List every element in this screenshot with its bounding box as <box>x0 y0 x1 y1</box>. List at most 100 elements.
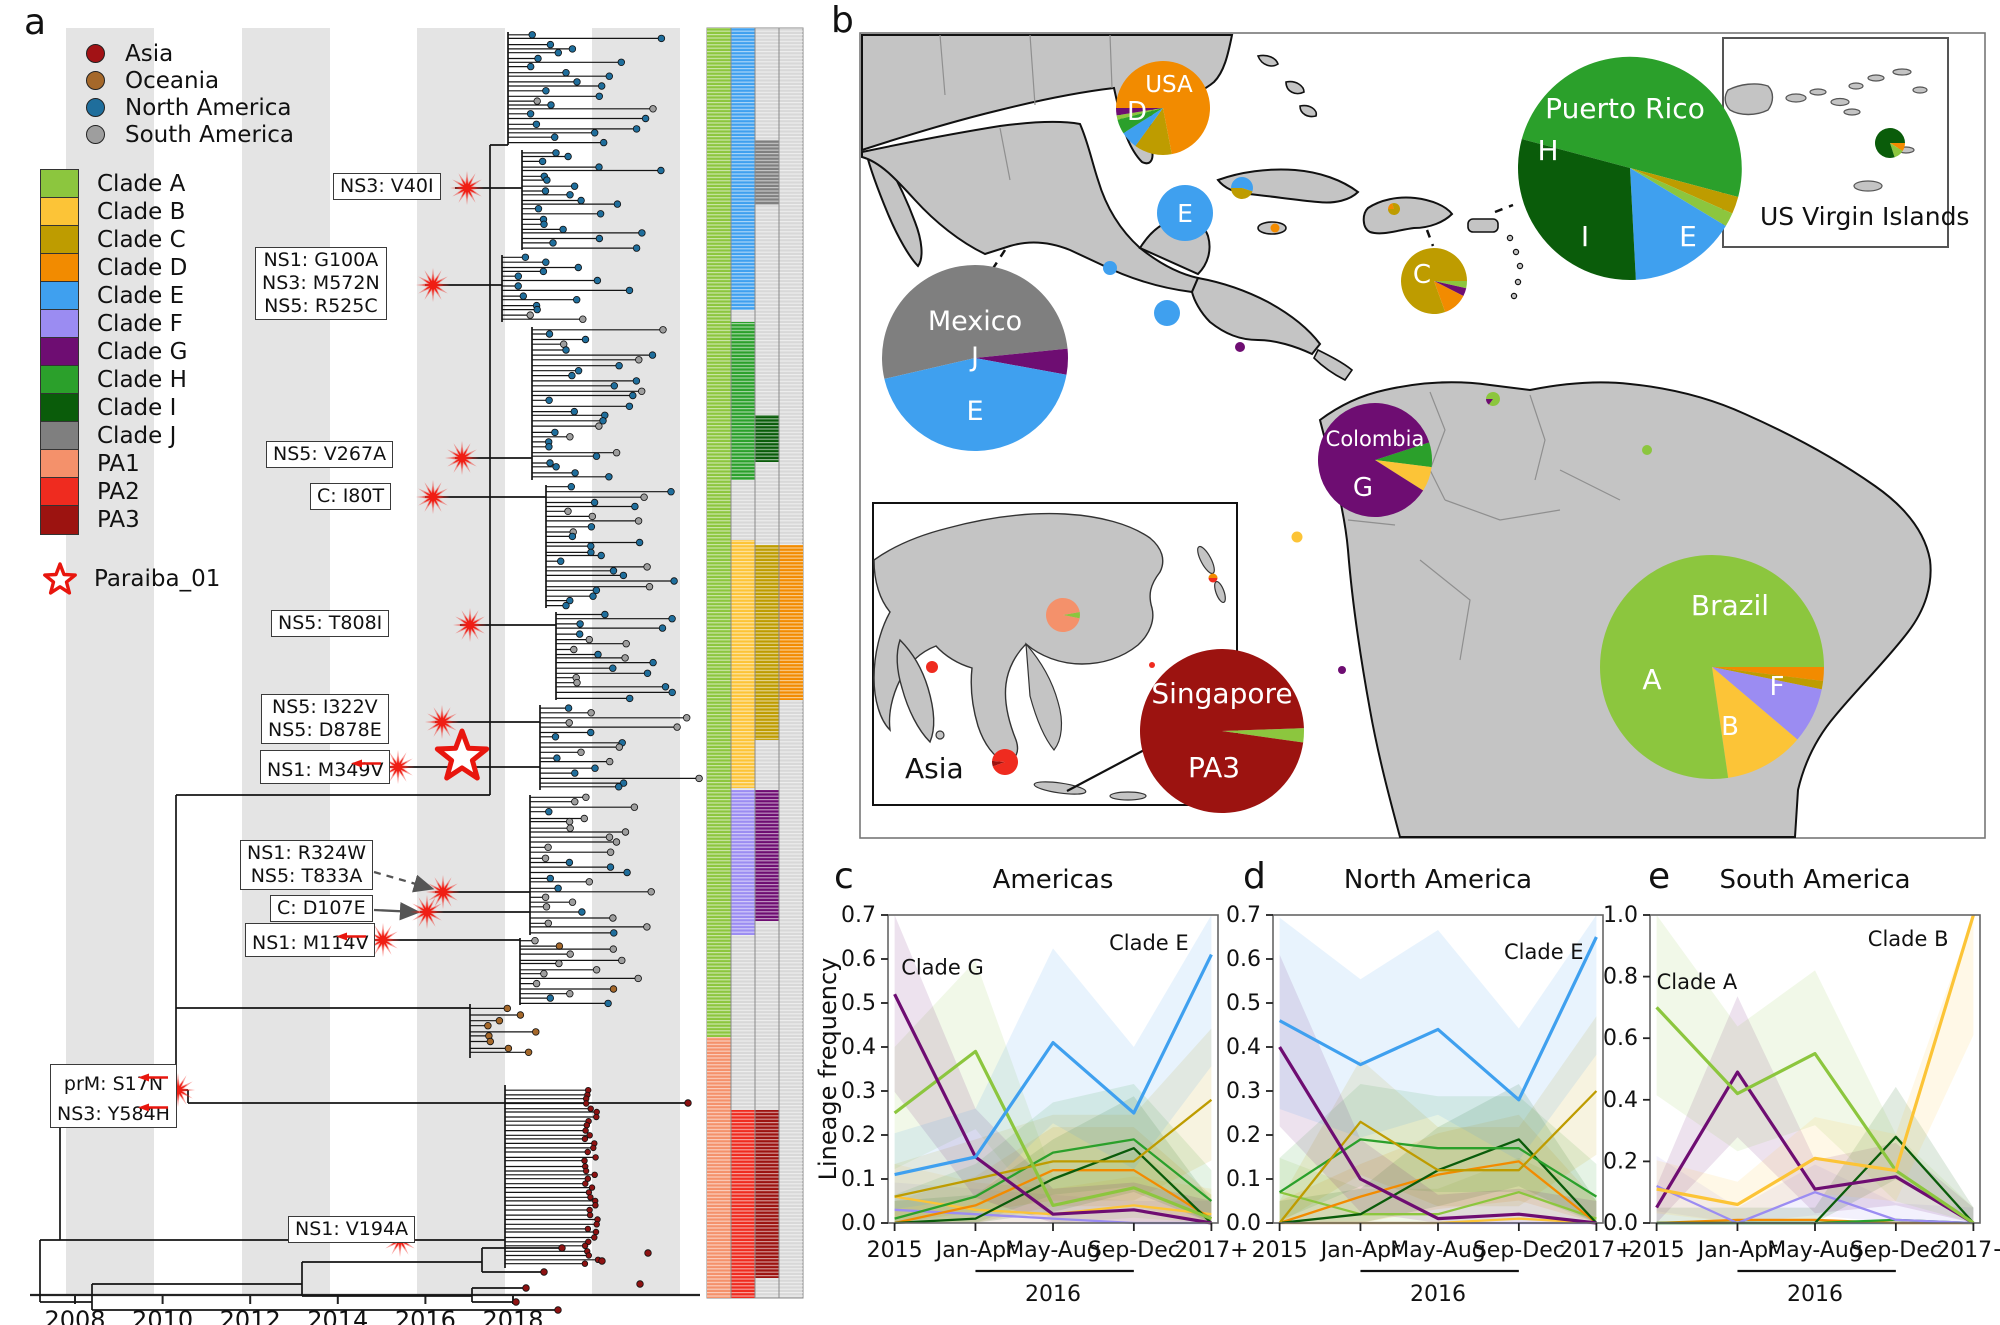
mutation-label-v40i: NS3: V40I <box>333 173 441 200</box>
tree-tip <box>587 728 595 737</box>
tree-tip <box>609 567 618 575</box>
tree-tip <box>592 452 601 460</box>
pie-label: Brazil <box>1691 589 1769 622</box>
tree-tip <box>551 733 560 741</box>
tree-tip <box>593 1113 600 1121</box>
x-tick-label: 2015 <box>1252 1238 1308 1263</box>
tree-tip <box>568 371 576 380</box>
tree-tip <box>592 586 601 594</box>
clade-swatch-icon <box>40 336 79 367</box>
tree-tip <box>657 34 666 43</box>
pie-lesser-antilles-c: C <box>1400 248 1467 315</box>
tree-tip <box>605 833 614 841</box>
tree-tip <box>565 719 573 727</box>
asia-inset-label: Asia <box>905 752 964 785</box>
mutation-label-v267a: NS5: V267A <box>266 441 394 468</box>
tree-tip <box>643 923 651 931</box>
y-tick-label: 0.1 <box>841 1167 876 1192</box>
tree-tip <box>592 1228 600 1236</box>
x-tick-label: 2017+ <box>1559 1238 1633 1263</box>
tree-tip <box>588 512 596 521</box>
tree-tip <box>571 469 579 477</box>
y-tick-label: 0.0 <box>1603 1211 1638 1236</box>
burst-icon <box>431 711 453 733</box>
tree-tip <box>570 645 578 654</box>
y-tick-label: 0.5 <box>1226 991 1261 1016</box>
tree-tip <box>567 483 575 491</box>
tree-tip <box>540 220 548 228</box>
tree-tip <box>544 919 552 927</box>
tree-tip <box>574 367 583 375</box>
tree-tip <box>532 120 541 128</box>
tree-tip <box>622 640 630 648</box>
mutation-text: C: I80T <box>317 485 385 507</box>
region-dot-icon <box>86 44 105 63</box>
red-left-arrow-icon <box>336 924 368 941</box>
series-I <box>894 1147 1213 1225</box>
x-tick-label: Sep-Dec <box>1088 1238 1180 1263</box>
legend-clade-label: PA3 <box>97 507 140 533</box>
series-A <box>893 1049 1212 1221</box>
confidence-band <box>894 915 1212 1223</box>
pie-label: Mexico <box>928 306 1022 337</box>
tree-tip <box>554 49 562 57</box>
x-tick-label: 2015 <box>1629 1238 1685 1263</box>
tree-tip <box>549 239 557 247</box>
tree-tip <box>591 129 599 137</box>
tree-tip <box>504 1044 513 1053</box>
tree-tip <box>532 1028 540 1036</box>
series-C <box>894 1098 1213 1198</box>
confidence-band <box>894 1127 1212 1223</box>
tree-tip <box>544 843 552 851</box>
y-tick-label: 0.2 <box>841 1123 876 1148</box>
axis-year-label: 2012 <box>220 1306 281 1325</box>
legend-clade-label: Clade B <box>97 199 186 225</box>
year-bracket-label: 2016 <box>1025 1282 1081 1307</box>
chart-north_america: North America 0.0 0.1 0.2 0.3 0.4 0.5 0.6 0.7 201… <box>1226 865 1634 1307</box>
confidence-band <box>1279 1084 1597 1223</box>
pie-sri-lanka-sea <box>991 749 1018 776</box>
pie-label: A <box>1642 663 1661 696</box>
series-C <box>1278 1090 1598 1224</box>
tree-tip <box>595 234 604 243</box>
y-tick-label: 0.1 <box>1226 1167 1261 1192</box>
tree-tip <box>593 1221 600 1228</box>
tree-tip <box>673 723 681 731</box>
tree-tip <box>658 624 667 632</box>
y-tick-label: 0.7 <box>1226 903 1261 928</box>
mutation-text: NS5: D878E <box>268 719 382 741</box>
tree-tip <box>625 402 634 410</box>
tree-tip <box>582 793 590 801</box>
mutation-label-i322v: NS5: I322V NS5: D878E <box>261 694 389 744</box>
legend-clade-PA2: PA2 <box>40 476 294 507</box>
pie-label: G <box>1353 473 1373 503</box>
mutation-text: NS1: M114V <box>252 925 368 955</box>
tree-tip <box>667 488 675 496</box>
tree-tip <box>683 714 691 722</box>
pie-china <box>1045 597 1080 632</box>
mutation-label-prm: prM: S17N NS3: Y584H <box>50 1064 177 1128</box>
pie-mexico: Mexico JE <box>881 264 1068 452</box>
pie-india <box>926 661 938 673</box>
pie-dominican-republic <box>1388 202 1400 215</box>
series-B <box>1656 914 1975 1207</box>
tree-tip <box>649 105 657 113</box>
burst-icon <box>416 901 438 923</box>
tree-tip <box>571 798 579 806</box>
year-stripe <box>242 28 330 1296</box>
tree-tip <box>594 650 602 659</box>
mutation-label-m114v: NS1: M114V <box>245 923 376 957</box>
tree-tip <box>542 903 551 911</box>
mutation-text: C: D107E <box>277 897 366 919</box>
legend-region-label: Asia <box>125 40 174 67</box>
tree-tip <box>527 62 535 71</box>
region-dot-icon <box>86 71 105 90</box>
tree-tip <box>613 200 622 208</box>
mutation-text: NS3: M572N <box>262 272 380 294</box>
legend-region-north-america: North America <box>40 94 294 121</box>
tree-tip <box>585 1252 592 1259</box>
tree-tip <box>626 694 634 703</box>
x-tick-label: May-Aug <box>1005 1238 1101 1263</box>
y-tick-label: 0.4 <box>1603 1088 1638 1113</box>
tree-tip <box>645 583 654 591</box>
